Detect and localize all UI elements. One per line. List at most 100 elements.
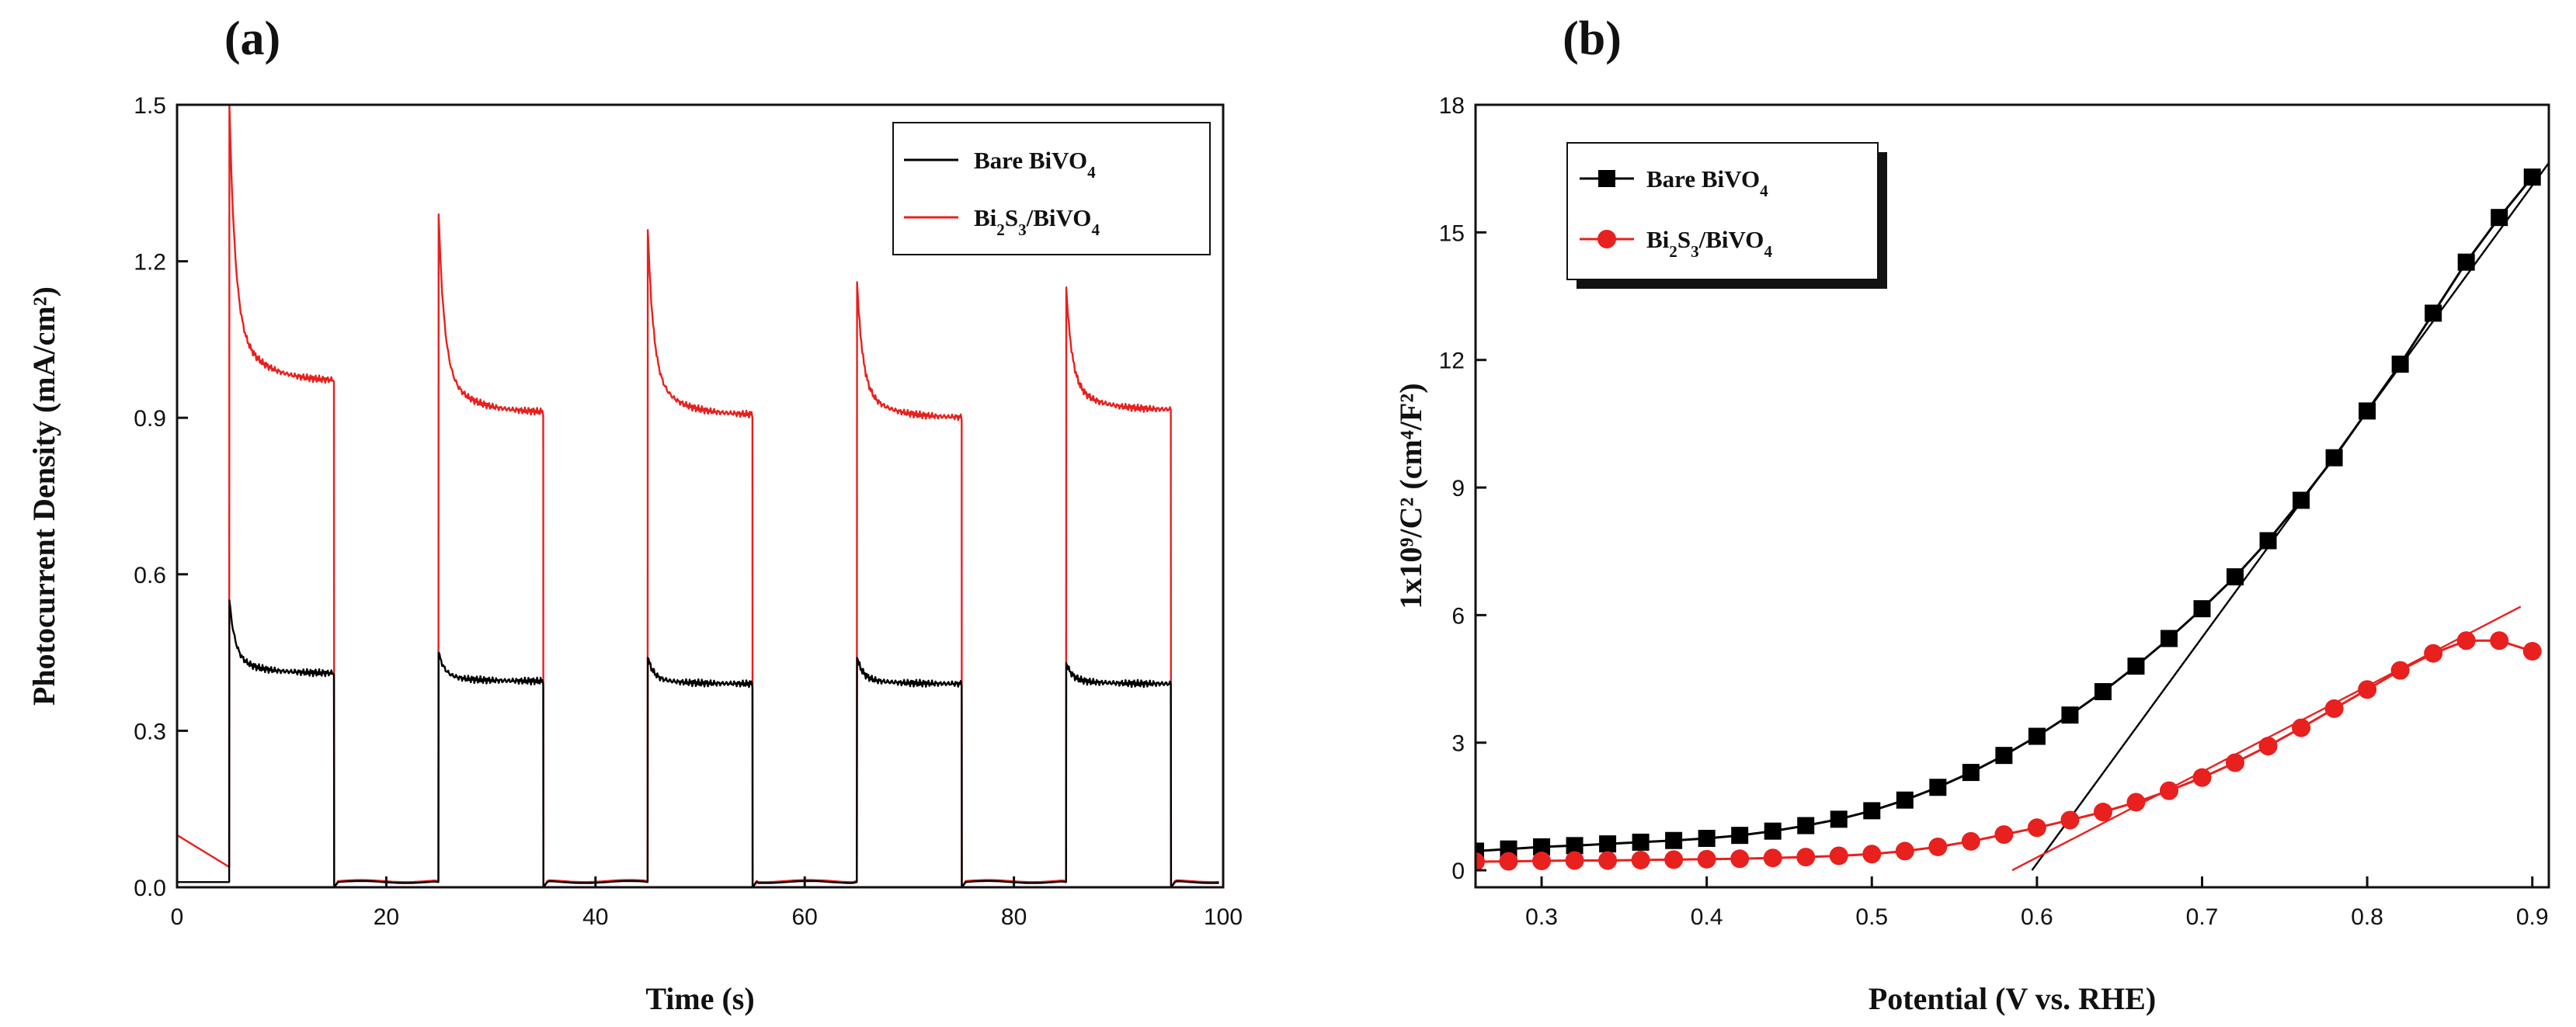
data-point-bi2s3-bivo4 [1532,852,1552,871]
y-tick-label: 18 [1439,93,1465,119]
data-point-bare-bivo4 [1731,827,1749,845]
data-point-bi2s3-bivo4 [2358,680,2377,699]
data-point-bare-bivo4 [2425,304,2442,322]
x-tick-label: 0.6 [2021,904,2053,930]
data-point-bare-bivo4 [1962,764,1980,782]
data-point-bare-bivo4 [2325,449,2343,467]
data-point-bare-bivo4 [1566,837,1583,855]
data-point-bare-bivo4 [1665,831,1683,849]
data-point-bi2s3-bivo4 [2060,810,2080,830]
data-point-bare-bivo4 [2127,657,2145,675]
legend-box [892,122,1211,255]
series-bare-bivo4-line [177,599,1219,887]
data-point-bare-bivo4 [1830,810,1848,828]
y-tick-label: 3 [1451,731,1465,757]
data-point-bi2s3-bivo4 [2424,644,2443,663]
series-bi2s3-bivo4-line [177,105,1219,887]
data-point-bi2s3-bivo4 [2126,793,2146,812]
data-point-bare-bivo4 [1632,833,1650,851]
data-point-bi2s3-bivo4 [2522,641,2542,661]
plot-frame [176,103,1225,889]
data-point-bi2s3-bivo4 [1928,837,1948,856]
data-point-bi2s3-bivo4 [1961,831,1980,851]
data-point-bare-bivo4 [1896,791,1914,809]
y-tick-label: 9 [1451,476,1465,501]
data-point-bi2s3-bivo4 [1598,851,1618,870]
data-point-bi2s3-bivo4 [2456,631,2476,651]
data-point-bi2s3-bivo4 [2292,718,2311,737]
data-point-bare-bivo4 [2491,209,2508,227]
data-point-bare-bivo4 [2293,491,2310,509]
data-point-bi2s3-bivo4 [2258,737,2278,756]
data-point-bi2s3-bivo4 [1631,850,1650,869]
legend: Bare BiVO4 Bi2S3/BiVO4 [1566,142,1887,289]
data-point-bi2s3-bivo4 [1499,852,1518,871]
data-point-bi2s3-bivo4 [2159,781,2178,800]
data-point-bare-bivo4 [1599,835,1617,853]
legend-marker-circle [1597,230,1616,248]
y-axis-title: Photocurrent Density (mA/cm²) [26,286,61,706]
data-point-bare-bivo4 [1476,842,1484,860]
data-point-bi2s3-bivo4 [1697,849,1716,869]
data-point-bi2s3-bivo4 [1763,848,1782,868]
data-point-bi2s3-bivo4 [1994,825,2014,845]
x-axis-title: Potential (V vs. RHE) [1869,981,2156,1016]
data-point-bi2s3-bivo4 [2027,818,2046,838]
y-tick-label: 15 [1439,220,1465,246]
data-point-bare-bivo4 [1533,838,1551,855]
data-point-bi2s3-bivo4 [1565,851,1584,870]
legend: Bare BiVO4 Bi2S3/BiVO4 [892,122,1211,255]
data-point-bare-bivo4 [2193,600,2211,618]
data-point-bare-bivo4 [2391,356,2409,373]
x-tick-label: 40 [582,904,608,930]
x-tick-label: 0.3 [1525,904,1558,930]
panel-label: (a) [224,12,280,65]
legend-box [1566,142,1879,280]
data-point-bi2s3-bivo4 [1829,846,1848,866]
legend-label-bare-bivo4: Bare BiVO4 [974,147,1096,182]
data-point-bi2s3-bivo4 [2324,699,2344,718]
traces [177,105,1219,887]
panel-a-chart: 0 20 40 60 80 100 0.0 0.3 0.6 0.9 1.2 1.5 Time (s) Ph… [26,12,1243,1016]
data-point-bare-bivo4 [1698,830,1716,847]
data-point-bi2s3-bivo4 [2490,631,2509,651]
panel-b-chart: 0.3 0.4 0.5 0.6 0.7 0.8 0.9 0 3 6 9 12 15 18 Potential… [1393,12,2550,1016]
data-point-bi2s3-bivo4 [1796,848,1816,867]
legend-label-bi2s3-bivo4: Bi2S3/BiVO4 [974,204,1100,239]
legend-marker-square [1598,170,1615,187]
data-point-bare-bivo4 [1797,817,1815,834]
data-point-bare-bivo4 [1929,779,1947,796]
plot-frame [1474,103,2550,889]
data-point-bare-bivo4 [2259,532,2277,550]
y-tick-label: 1.5 [134,93,166,119]
x-tick-label: 0.4 [1691,904,1723,930]
plot-area [1476,161,2549,872]
data-point-bare-bivo4 [2523,168,2541,186]
x-tick-label: 0.7 [2186,904,2219,930]
x-tick-label: 80 [1001,904,1027,930]
legend-label-bi2s3-bivo4: Bi2S3/BiVO4 [1646,226,1772,261]
y-tick-label: 1.2 [134,250,166,276]
data-point-bare-bivo4 [1995,747,2013,765]
data-point-bi2s3-bivo4 [1895,841,1914,861]
data-point-bare-bivo4 [2028,727,2046,745]
x-tick-label: 0 [171,904,184,930]
data-point-bi2s3-bivo4 [1730,849,1750,869]
y-tick-label: 0.6 [134,563,166,588]
data-point-bare-bivo4 [2359,402,2376,420]
data-point-bare-bivo4 [2457,253,2475,271]
y-tick-label: 0.3 [134,719,166,744]
x-tick-label: 0.9 [2516,904,2549,930]
data-point-bi2s3-bivo4 [1664,850,1684,869]
y-tick-label: 12 [1439,349,1465,374]
data-point-bi2s3-bivo4 [2390,661,2410,680]
data-point-bi2s3-bivo4 [2093,803,2112,822]
legend-label-bare-bivo4: Bare BiVO4 [1646,165,1768,200]
data-point-bare-bivo4 [1863,802,1881,820]
data-point-bi2s3-bivo4 [2192,768,2212,787]
data-point-bi2s3-bivo4 [2226,753,2245,772]
x-tick-label: 20 [374,904,399,930]
y-tick-label: 6 [1451,603,1465,629]
x-tick-label: 0.8 [2351,904,2383,930]
